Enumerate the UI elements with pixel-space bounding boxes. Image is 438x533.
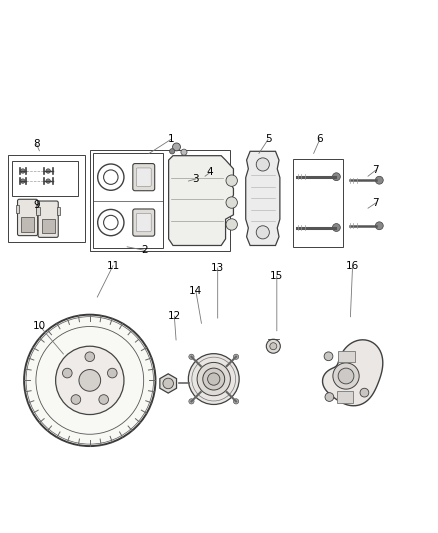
Circle shape (63, 368, 72, 378)
Bar (93, 154, 163, 248)
Bar (57, 207, 60, 215)
Circle shape (24, 314, 155, 446)
Text: 9: 9 (33, 200, 40, 210)
Circle shape (85, 352, 95, 361)
Polygon shape (337, 391, 353, 403)
Circle shape (233, 354, 239, 359)
Circle shape (46, 179, 50, 183)
Text: 7: 7 (372, 198, 379, 208)
Text: 8: 8 (33, 139, 40, 149)
Circle shape (21, 179, 25, 183)
Circle shape (79, 369, 101, 391)
Text: 14: 14 (189, 286, 202, 296)
Text: 13: 13 (211, 263, 224, 273)
Circle shape (189, 399, 194, 404)
Circle shape (226, 175, 237, 187)
Bar (90, 150, 230, 251)
Bar (36, 205, 39, 213)
Text: 2: 2 (141, 245, 148, 255)
Circle shape (333, 363, 359, 389)
Circle shape (360, 388, 369, 397)
Circle shape (270, 343, 277, 350)
Text: 6: 6 (316, 134, 323, 144)
Circle shape (332, 223, 340, 231)
Polygon shape (160, 374, 177, 393)
FancyBboxPatch shape (136, 168, 151, 187)
Bar (12, 160, 78, 197)
Circle shape (46, 169, 50, 173)
Circle shape (56, 346, 124, 415)
Circle shape (375, 176, 383, 184)
Text: 12: 12 (168, 311, 181, 321)
Circle shape (256, 226, 269, 239)
Text: 1: 1 (167, 134, 174, 144)
Text: 11: 11 (106, 261, 120, 271)
FancyBboxPatch shape (136, 213, 151, 232)
Text: 7: 7 (372, 165, 379, 175)
Circle shape (99, 395, 109, 405)
Circle shape (21, 169, 25, 173)
Circle shape (226, 197, 237, 208)
Circle shape (203, 368, 225, 390)
Bar (16, 205, 19, 213)
Circle shape (197, 362, 230, 395)
FancyBboxPatch shape (18, 199, 38, 236)
Circle shape (107, 368, 117, 378)
Circle shape (375, 222, 383, 230)
FancyBboxPatch shape (133, 164, 155, 191)
Polygon shape (338, 351, 355, 362)
Text: 3: 3 (192, 174, 199, 184)
Circle shape (181, 149, 187, 155)
Bar (21, 217, 34, 232)
Bar (36, 207, 40, 215)
Bar (42, 219, 55, 233)
Text: 10: 10 (33, 321, 46, 330)
Text: 5: 5 (265, 134, 272, 144)
Text: 16: 16 (346, 261, 359, 271)
Circle shape (189, 354, 194, 359)
Circle shape (170, 149, 175, 154)
Circle shape (173, 143, 180, 151)
Polygon shape (322, 340, 383, 406)
Circle shape (188, 354, 239, 405)
Bar (293, 159, 343, 247)
Circle shape (324, 352, 333, 361)
Text: 4: 4 (207, 167, 214, 177)
Circle shape (338, 368, 354, 384)
Circle shape (266, 339, 280, 353)
Polygon shape (246, 151, 280, 246)
Circle shape (256, 158, 269, 171)
Circle shape (325, 393, 334, 401)
Circle shape (332, 173, 340, 181)
FancyBboxPatch shape (133, 209, 155, 236)
Circle shape (226, 219, 237, 230)
FancyBboxPatch shape (38, 201, 58, 237)
Circle shape (233, 399, 239, 404)
Circle shape (163, 378, 173, 389)
Text: 15: 15 (270, 271, 283, 281)
Circle shape (208, 373, 220, 385)
Circle shape (71, 395, 81, 405)
Polygon shape (169, 156, 233, 246)
Bar (8, 155, 85, 243)
